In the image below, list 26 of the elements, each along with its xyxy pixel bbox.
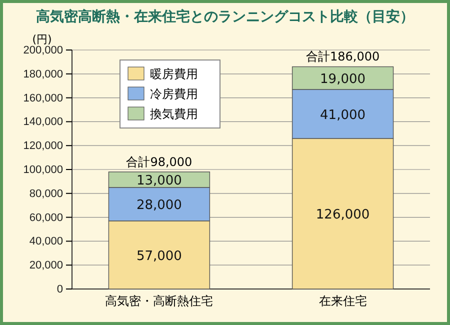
y-tick-label: 160,000 [23, 92, 63, 104]
data-label: 28,000 [136, 198, 182, 214]
y-tick-label: 20,000 [29, 260, 63, 272]
data-label: 41,000 [320, 108, 366, 123]
data-label: 13,000 [136, 174, 182, 189]
y-tick-label: 180,000 [23, 68, 63, 80]
y-tick-label: 140,000 [23, 116, 63, 128]
y-tick-label: 120,000 [23, 140, 63, 152]
y-axis-title: (円) [32, 33, 52, 46]
y-tick-label: 60,000 [29, 212, 63, 224]
x-tick-label: 在来住宅 [318, 294, 367, 308]
total-label: 合計186,000 [306, 50, 380, 64]
y-tick-label: 40,000 [29, 236, 63, 248]
y-tick-label: 100,000 [23, 164, 63, 176]
x-tick-label: 高気密・高断熱住宅 [105, 294, 214, 308]
data-label: 57,000 [136, 248, 182, 264]
total-label: 合計98,000 [126, 154, 192, 169]
y-tick-label: 80,000 [29, 188, 63, 200]
legend-label: 暖房費用 [150, 67, 198, 81]
data-label: 126,000 [316, 208, 370, 223]
legend-label: 冷房費用 [150, 87, 198, 101]
data-label: 19,000 [320, 72, 366, 88]
y-tick-label: 200,000 [23, 44, 63, 57]
y-tick-label: 0 [56, 284, 63, 296]
legend-label: 換気費用 [150, 107, 198, 121]
chart-title: 高気密高断熱・在来住宅とのランニングコスト比較（目安） [36, 8, 414, 25]
